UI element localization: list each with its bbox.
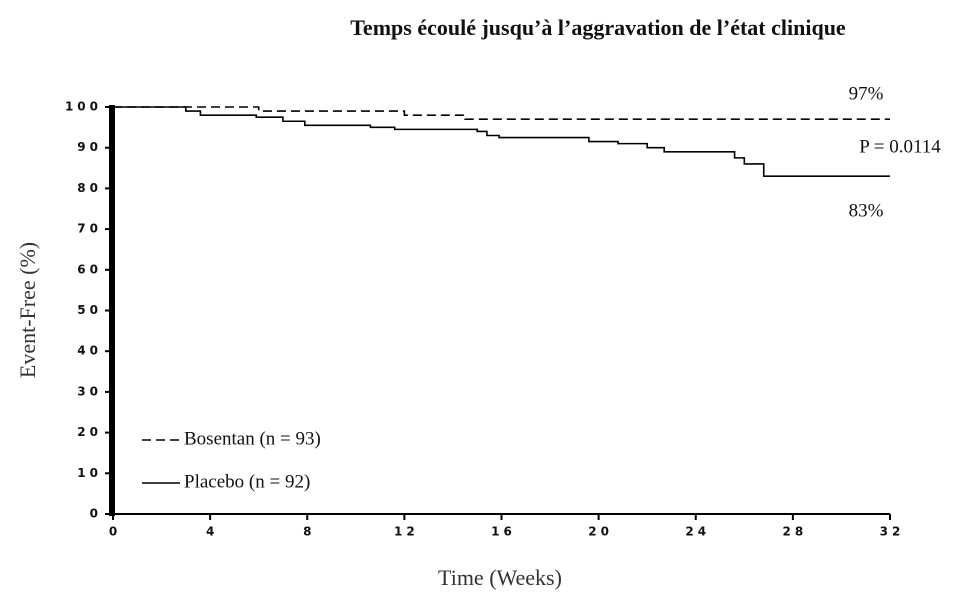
y-axis <box>109 105 115 516</box>
annotation: 83% <box>849 200 884 221</box>
x-tick-label: 12 <box>394 525 419 539</box>
y-tick-label: 40 <box>77 344 102 358</box>
y-tick-label: 60 <box>77 262 102 276</box>
x-axis-label: Time (Weeks) <box>438 565 562 590</box>
chart-title: Temps écoulé jusqu’à l’aggravation de l’… <box>350 15 846 40</box>
x-tick-label: 16 <box>491 525 516 539</box>
y-tick-label: 100 <box>65 100 102 114</box>
x-tick-label: 4 <box>206 525 218 539</box>
y-tick-label: 30 <box>77 384 102 398</box>
annotation: 97% <box>849 83 884 104</box>
y-tick-label: 90 <box>77 140 102 154</box>
x-tick-label: 8 <box>303 525 315 539</box>
x-tick-label: 24 <box>685 525 710 539</box>
y-tick-label: 0 <box>90 507 102 521</box>
y-tick-label: 50 <box>77 303 102 317</box>
y-tick-label: 10 <box>77 466 102 480</box>
x-tick-label: 28 <box>783 525 808 539</box>
x-tick-label: 0 <box>109 525 121 539</box>
x-tick-label: 32 <box>880 525 905 539</box>
y-tick-label: 70 <box>77 222 102 236</box>
y-tick-label: 80 <box>77 181 102 195</box>
annotation: P = 0.0114 <box>859 136 941 157</box>
legend-label: Placebo (n = 92) <box>184 471 310 492</box>
y-tick-label: 20 <box>77 425 102 439</box>
km-line <box>113 106 890 121</box>
km-line <box>113 106 890 177</box>
x-tick-label: 20 <box>588 525 613 539</box>
legend-label: Bosentan (n = 93) <box>184 428 321 449</box>
y-axis-label: Event-Free (%) <box>15 242 40 378</box>
